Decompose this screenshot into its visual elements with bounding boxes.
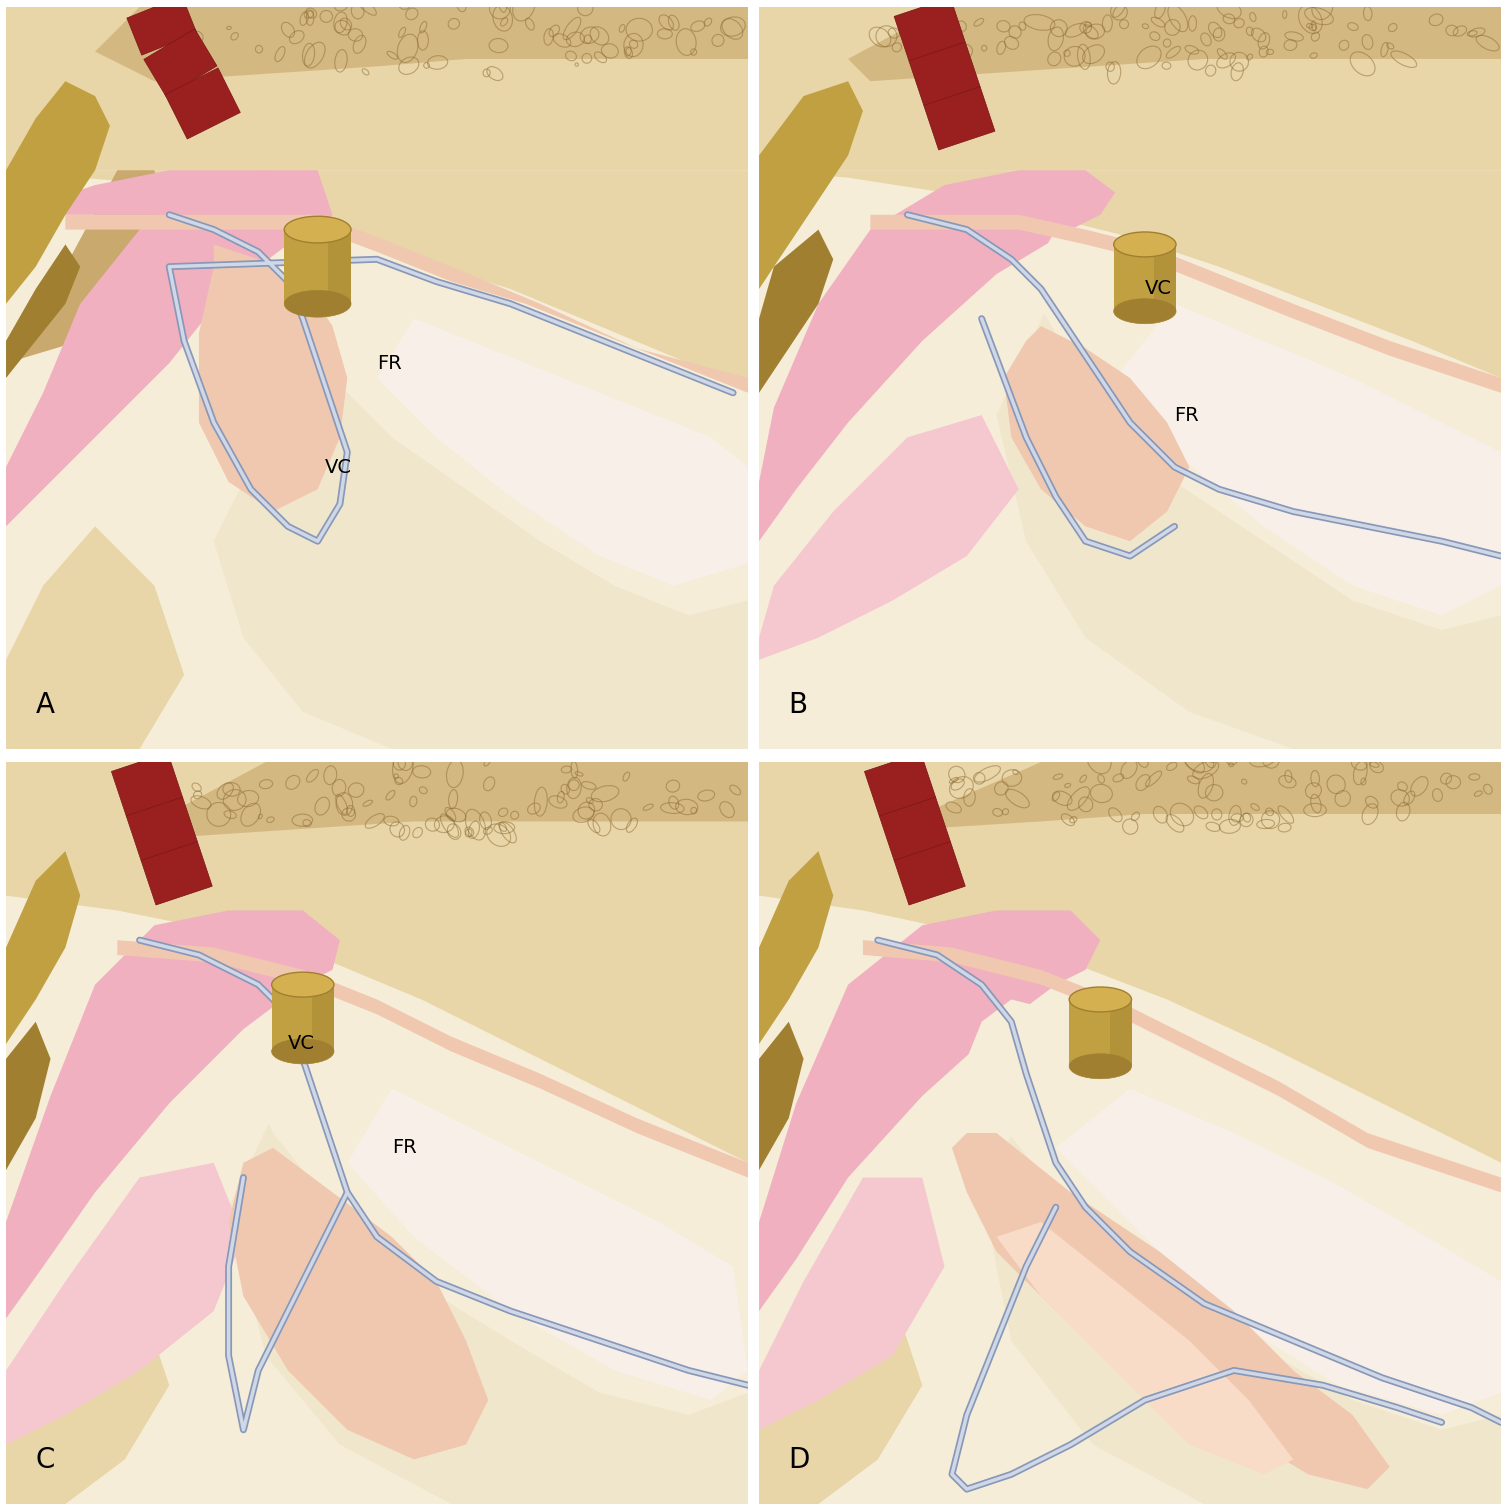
Polygon shape <box>760 416 1019 660</box>
Polygon shape <box>6 171 333 526</box>
Polygon shape <box>229 1148 488 1460</box>
Polygon shape <box>760 896 1501 1162</box>
Polygon shape <box>6 1162 244 1445</box>
Polygon shape <box>127 798 197 860</box>
Polygon shape <box>894 842 966 905</box>
Text: FR: FR <box>1174 405 1200 425</box>
Polygon shape <box>6 82 110 304</box>
Ellipse shape <box>1068 1053 1132 1079</box>
Polygon shape <box>922 762 1501 830</box>
Ellipse shape <box>285 290 351 317</box>
Polygon shape <box>760 1177 945 1429</box>
Polygon shape <box>981 1021 1501 1503</box>
Polygon shape <box>879 798 951 860</box>
Polygon shape <box>760 851 833 1044</box>
Text: VC: VC <box>326 458 353 476</box>
Text: C: C <box>36 1446 56 1475</box>
Polygon shape <box>909 42 980 106</box>
Polygon shape <box>127 0 197 54</box>
Polygon shape <box>95 8 747 82</box>
Polygon shape <box>312 985 335 1052</box>
Text: FR: FR <box>377 354 402 373</box>
Text: VC: VC <box>288 1035 315 1053</box>
Polygon shape <box>327 230 351 304</box>
Polygon shape <box>341 586 747 749</box>
Polygon shape <box>864 940 1501 1192</box>
Ellipse shape <box>271 1040 335 1064</box>
Polygon shape <box>1115 304 1501 615</box>
Polygon shape <box>865 752 936 816</box>
Polygon shape <box>6 1266 169 1503</box>
Polygon shape <box>894 0 966 60</box>
FancyBboxPatch shape <box>1068 999 1132 1067</box>
Polygon shape <box>996 289 1501 749</box>
Polygon shape <box>244 999 747 1414</box>
Polygon shape <box>229 1021 747 1503</box>
Polygon shape <box>1026 230 1501 630</box>
Polygon shape <box>288 245 747 615</box>
Polygon shape <box>1154 245 1175 311</box>
Polygon shape <box>1004 326 1189 541</box>
Polygon shape <box>760 171 1115 541</box>
Polygon shape <box>164 68 240 139</box>
Polygon shape <box>760 171 1501 378</box>
Polygon shape <box>760 82 864 289</box>
Polygon shape <box>6 526 184 749</box>
Polygon shape <box>760 762 1501 896</box>
Polygon shape <box>1056 1088 1501 1414</box>
Polygon shape <box>65 215 747 393</box>
Text: B: B <box>788 691 808 719</box>
Polygon shape <box>6 896 747 1162</box>
Polygon shape <box>51 171 333 215</box>
Polygon shape <box>924 86 995 150</box>
Polygon shape <box>347 1088 747 1401</box>
Polygon shape <box>952 1133 1389 1490</box>
Polygon shape <box>967 999 1501 1429</box>
Polygon shape <box>377 319 747 586</box>
Polygon shape <box>760 1266 922 1503</box>
Ellipse shape <box>1068 987 1132 1012</box>
Polygon shape <box>760 230 833 393</box>
Polygon shape <box>214 304 747 749</box>
Ellipse shape <box>1114 299 1175 323</box>
FancyBboxPatch shape <box>285 230 351 304</box>
Polygon shape <box>1109 999 1132 1067</box>
Ellipse shape <box>271 972 335 997</box>
Polygon shape <box>6 762 747 896</box>
Polygon shape <box>6 171 747 393</box>
Polygon shape <box>154 762 747 836</box>
Ellipse shape <box>285 216 351 243</box>
Polygon shape <box>6 1021 51 1170</box>
Text: A: A <box>36 691 54 719</box>
Polygon shape <box>142 842 212 905</box>
Polygon shape <box>760 8 1501 171</box>
Polygon shape <box>6 245 80 378</box>
Text: VC: VC <box>1145 280 1172 299</box>
Polygon shape <box>760 911 1100 1312</box>
Polygon shape <box>118 940 747 1177</box>
Polygon shape <box>760 1021 803 1170</box>
Polygon shape <box>848 8 1501 82</box>
Polygon shape <box>143 29 217 97</box>
Text: D: D <box>788 1446 811 1475</box>
FancyBboxPatch shape <box>1114 245 1175 311</box>
Polygon shape <box>871 215 1501 393</box>
Polygon shape <box>199 245 347 512</box>
Polygon shape <box>996 1222 1293 1475</box>
Polygon shape <box>6 911 341 1319</box>
Polygon shape <box>112 752 182 816</box>
Polygon shape <box>1115 586 1501 749</box>
Polygon shape <box>6 8 747 171</box>
Polygon shape <box>6 851 80 1044</box>
Text: FR: FR <box>392 1138 416 1157</box>
FancyBboxPatch shape <box>271 985 335 1052</box>
Ellipse shape <box>1114 233 1175 257</box>
Polygon shape <box>6 171 169 363</box>
